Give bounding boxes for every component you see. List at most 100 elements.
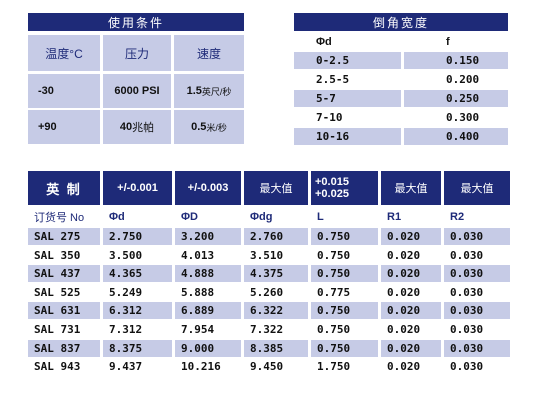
sub-header-dg: Φdg	[250, 211, 273, 223]
dg-cell: 5.260	[250, 285, 284, 299]
R1-cell: 0.020	[387, 285, 421, 299]
R2-cell: 0.030	[444, 302, 510, 320]
L-cell: 0.750	[317, 323, 351, 336]
D-cell: 4.013	[181, 248, 215, 262]
L-cell: 0.750	[311, 265, 378, 283]
tol-plus-top: +0.015	[315, 176, 349, 188]
chamfer-f-cell: 0.400	[404, 128, 508, 145]
R2-cell: 0.030	[444, 339, 510, 357]
main-header-inch: 英 制	[28, 171, 100, 205]
R1-cell: 0.020	[387, 360, 421, 374]
L-cell: 0.750	[311, 228, 378, 245]
conditions-pressure-mpa: 40 兆帕	[103, 110, 171, 144]
D-cell: 6.889	[175, 302, 241, 320]
L-cell: 0.750	[311, 339, 378, 357]
L-cell: 0.750	[317, 248, 351, 262]
tol-plus-bottom: +0.025	[315, 188, 349, 200]
dg-cell: 4.375	[244, 265, 308, 283]
R1-cell: 0.020	[381, 265, 441, 283]
conditions-speed-mps: 0.5 米/秒	[174, 110, 244, 144]
D-cell: 9.000	[175, 339, 241, 357]
R1-cell: 0.020	[387, 323, 421, 336]
main-header-max-r1: 最大值	[381, 171, 441, 205]
main-header-tol-001: +/-0.001	[103, 171, 172, 205]
dg-cell: 2.760	[244, 228, 308, 245]
D-cell: 3.200	[175, 228, 241, 245]
D-cell: 4.888	[175, 265, 241, 283]
R1-cell: 0.020	[381, 339, 441, 357]
order-no-label: 订货号 No	[34, 212, 85, 224]
chamfer-f-cell: 0.200	[446, 73, 480, 86]
chamfer-f-cell: 0.150	[404, 52, 508, 69]
R2-cell: 0.030	[450, 360, 484, 374]
conditions-temp-low: -30	[28, 74, 100, 108]
conditions-header-pressure: 压力	[103, 35, 171, 71]
speed-unit: 英尺/秒	[201, 86, 232, 97]
dg-cell: 8.385	[244, 339, 308, 357]
order-no-cell: SAL 837	[28, 339, 100, 357]
conditions-header-temp: 温度°C	[28, 35, 100, 71]
d-cell: 7.312	[109, 323, 143, 336]
R2-cell: 0.030	[444, 265, 510, 283]
L-cell: 1.750	[317, 360, 351, 374]
R1-cell: 0.020	[381, 228, 441, 245]
chamfer-range-cell: 5-7	[294, 90, 401, 107]
chamfer-f-cell: 0.250	[404, 90, 508, 107]
chamfer-range-cell: 2.5-5	[316, 73, 350, 86]
chamfer-title: 倒角宽度	[294, 13, 508, 31]
d-cell: 9.437	[109, 360, 143, 374]
sub-header-D: ΦD	[181, 211, 198, 223]
conditions-header-speed: 速度	[174, 35, 244, 71]
main-header-tol-L: +0.015 +0.025	[311, 171, 378, 205]
dg-cell: 3.510	[250, 248, 284, 262]
d-cell: 2.750	[103, 228, 172, 245]
d-cell: 5.249	[109, 285, 143, 299]
chamfer-range-cell: 0-2.5	[294, 52, 401, 69]
main-header-tol-003: +/-0.003	[175, 171, 241, 205]
dg-cell: 7.322	[250, 323, 284, 336]
R2-cell: 0.030	[450, 323, 484, 336]
sub-header-d: Φd	[109, 211, 125, 223]
D-cell: 7.954	[181, 323, 215, 336]
d-cell: 6.312	[103, 302, 172, 320]
d-cell: 3.500	[109, 248, 143, 262]
sub-header-order-no: 订货号 No	[28, 208, 100, 226]
sub-header-R2: R2	[450, 211, 465, 223]
speed-unit: 米/秒	[206, 122, 227, 133]
chamfer-header-d: Φd	[316, 36, 332, 48]
chamfer-range-cell: 10-16	[294, 128, 401, 145]
dg-cell: 9.450	[250, 360, 284, 374]
chamfer-header-f: f	[446, 36, 450, 48]
dg-cell: 6.322	[244, 302, 308, 320]
sub-header-R1: R1	[387, 211, 402, 223]
order-no-cell: SAL 525	[34, 285, 81, 299]
order-no-cell: SAL 943	[34, 360, 81, 374]
main-header-max-r2: 最大值	[444, 171, 510, 205]
L-cell: 0.750	[311, 302, 378, 320]
R1-cell: 0.020	[381, 302, 441, 320]
R1-cell: 0.020	[387, 248, 421, 262]
order-no-cell: SAL 631	[28, 302, 100, 320]
conditions-title: 使用条件	[28, 13, 244, 31]
speed-value: 0.5	[191, 121, 207, 133]
order-no-cell: SAL 731	[34, 323, 81, 336]
R2-cell: 0.030	[450, 285, 484, 299]
sub-header-L: L	[317, 211, 324, 223]
R2-cell: 0.030	[450, 248, 484, 262]
pressure-unit: 兆帕	[132, 122, 155, 134]
pressure-value: 40	[119, 121, 133, 133]
d-cell: 4.365	[103, 265, 172, 283]
conditions-temp-high: +90	[28, 110, 100, 144]
order-no-cell: SAL 275	[28, 228, 100, 245]
order-no-cell: SAL 350	[34, 248, 81, 262]
conditions-pressure-psi: 6000 PSI	[103, 74, 171, 108]
main-header-max-dg: 最大值	[244, 171, 308, 205]
L-cell: 0.775	[317, 285, 351, 299]
R2-cell: 0.030	[444, 228, 510, 245]
d-cell: 8.375	[103, 339, 172, 357]
D-cell: 5.888	[181, 285, 215, 299]
speed-value: 1.5	[186, 85, 202, 97]
chamfer-range-cell: 7-10	[316, 111, 343, 124]
conditions-speed-fps: 1.5 英尺/秒	[174, 74, 244, 108]
chamfer-f-cell: 0.300	[446, 111, 480, 124]
